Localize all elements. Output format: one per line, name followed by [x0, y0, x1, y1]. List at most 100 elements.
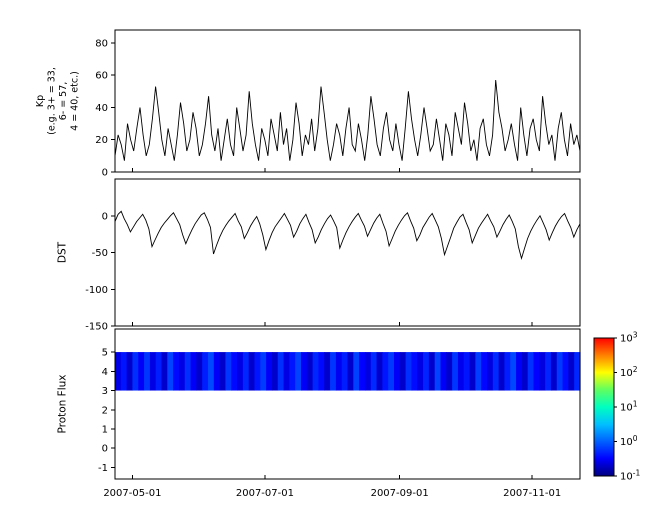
flux-band-column	[173, 352, 180, 391]
dst-index-axis-label: DST	[57, 241, 69, 263]
flux-band-column	[347, 352, 354, 391]
flux-band-column	[138, 352, 145, 391]
flux-band-column	[388, 352, 395, 391]
flux-band-column	[161, 352, 168, 391]
flux-band-column	[487, 352, 494, 391]
flux-band-column	[359, 352, 366, 391]
flux-band-column	[254, 352, 261, 391]
flux-band-column	[562, 352, 569, 391]
flux-band-column	[440, 352, 447, 391]
flux-band-column	[492, 352, 500, 391]
flux-band-column	[452, 352, 459, 391]
flux-band-column	[318, 352, 325, 391]
flux-band-column	[370, 352, 378, 391]
flux-band-column	[556, 352, 564, 391]
flux-band-column	[295, 352, 302, 391]
flux-band-column	[260, 352, 267, 391]
axis-label-text: DST	[57, 241, 69, 263]
flux-band-column	[184, 352, 192, 391]
flux-band-column	[353, 352, 360, 391]
flux-band-column	[237, 352, 244, 391]
kp-index-panel	[114, 29, 581, 173]
flux-band-column	[225, 352, 232, 391]
y-tick-label: 1	[102, 425, 108, 436]
flux-band-column	[428, 352, 436, 391]
flux-band-column	[423, 352, 430, 391]
colorbar-tick-label: 100	[620, 434, 638, 448]
flux-band-column	[335, 352, 343, 391]
y-tick-label: 20	[95, 135, 108, 146]
flux-band-column	[341, 352, 349, 391]
flux-band-column	[149, 352, 157, 391]
y-tick-label: 60	[95, 71, 108, 82]
y-tick-label: 3	[102, 386, 108, 397]
flux-band-column	[277, 352, 285, 391]
flux-band-column	[394, 352, 401, 391]
colorbar-tick-label: 101	[620, 400, 638, 414]
flux-band-column	[144, 352, 151, 391]
flux-band-column	[301, 352, 308, 391]
y-tick-label: 80	[95, 38, 108, 49]
flux-band-column	[155, 352, 163, 391]
flux-band-column	[283, 352, 290, 391]
flux-band-column	[115, 352, 122, 391]
y-tick-label: -100	[85, 285, 108, 296]
flux-band-column	[248, 352, 256, 391]
x-tick-label: 2007-07-01	[236, 488, 294, 499]
flux-band-column	[498, 352, 506, 391]
y-tick-label: 0	[102, 211, 108, 222]
x-tick-label: 2007-09-01	[371, 488, 429, 499]
y-tick-label: 4	[102, 367, 108, 378]
flux-band-column	[405, 352, 413, 391]
flux-band-column	[132, 352, 139, 391]
flux-band-column	[417, 352, 424, 391]
flux-band-column	[463, 352, 471, 391]
flux-band-column	[545, 352, 552, 391]
x-tick-label: 2007-11-01	[503, 488, 561, 499]
y-tick-label: 40	[95, 103, 108, 114]
flux-band-column	[289, 352, 296, 391]
flux-band-column	[539, 352, 546, 391]
flux-band-column	[231, 352, 238, 391]
y-tick-label: -50	[92, 248, 108, 259]
proton-flux-panel	[114, 328, 581, 480]
flux-band-column	[120, 352, 128, 391]
dst-index-panel	[114, 178, 581, 327]
axis-label-line: Kp	[35, 95, 46, 107]
flux-band-column	[312, 352, 320, 391]
flux-band-column	[411, 352, 418, 391]
flux-band-column	[481, 352, 488, 391]
axis-label-line: 6- = 57,	[58, 82, 69, 121]
flux-band-column	[446, 352, 453, 391]
flux-band-column	[568, 352, 575, 391]
y-tick-label: -150	[85, 322, 108, 333]
flux-band-column	[266, 352, 273, 391]
axis-label-line: (e.g. 3+ = 33,	[46, 67, 57, 135]
flux-band-column	[202, 352, 209, 391]
axis-label-line: 4 = 40, etc.)	[69, 71, 80, 131]
flux-band-column	[324, 352, 331, 391]
flux-band-column	[208, 352, 215, 391]
colorbar-tick-label: 102	[620, 365, 638, 379]
flux-band-column	[167, 352, 174, 391]
proton-flux-axis-label: Proton Flux	[57, 374, 69, 433]
flux-band-column	[533, 352, 540, 391]
flux-band-column	[550, 352, 558, 391]
flux-band-column	[364, 352, 372, 391]
flux-band-column	[521, 352, 529, 391]
flux-band-column	[504, 352, 511, 391]
flux-band-column	[516, 352, 523, 391]
flux-band-column	[434, 352, 442, 391]
dst-index-line	[114, 210, 581, 261]
flux-band-column	[574, 352, 581, 391]
flux-band-column	[469, 352, 476, 391]
flux-band-column	[196, 352, 203, 391]
flux-band-column	[527, 352, 535, 391]
flux-band-column	[242, 352, 250, 391]
colorbar-tick-label: 10-1	[620, 469, 640, 483]
flux-band-column	[510, 352, 517, 391]
y-tick-label: -1	[98, 463, 108, 474]
flux-band-column	[126, 352, 134, 391]
